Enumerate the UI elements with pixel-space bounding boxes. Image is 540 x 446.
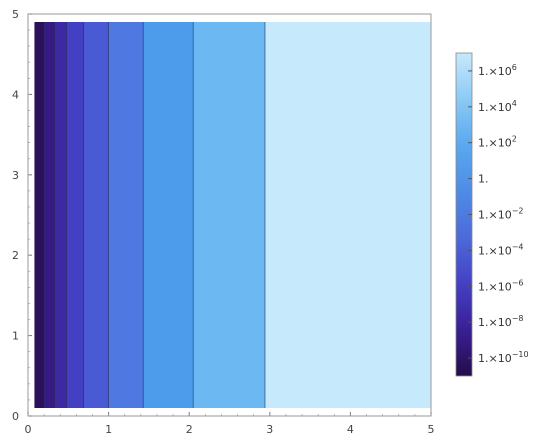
colorbar-tick-label: 1.×10−2	[478, 207, 524, 222]
y-tick-label: 1	[12, 330, 19, 343]
x-tick-label: 5	[428, 423, 435, 436]
contour-band-6	[108, 22, 144, 408]
colorbar-tick-label: 1.×102	[478, 135, 517, 150]
colorbar-tick-label: 1.	[478, 173, 489, 186]
contour-band-1	[34, 22, 45, 408]
contour-band-5	[83, 22, 109, 408]
contour-band-9	[264, 22, 431, 408]
colorbar-tick-label: 1.×10−10	[478, 350, 529, 365]
plot-frame	[27, 13, 432, 417]
y-tick-label: 0	[12, 410, 19, 423]
plot-border	[27, 13, 432, 417]
colorbar-tick-label: 1.×10−4	[478, 242, 524, 257]
colorbar-tick-label: 1.×106	[478, 63, 517, 78]
x-tick-label: 3	[266, 423, 273, 436]
x-tick-label: 0	[25, 423, 32, 436]
y-tick-label: 3	[12, 169, 19, 182]
y-tick-label: 4	[12, 88, 19, 101]
x-tick-label: 1	[105, 423, 112, 436]
x-tick-label: 4	[347, 423, 354, 436]
y-tick-label: 2	[12, 249, 19, 262]
contour-band-2	[44, 22, 55, 408]
contour-band-7	[143, 22, 194, 408]
colorbar-tick-label: 1.×10−8	[478, 314, 524, 329]
y-tick-label: 5	[12, 8, 19, 21]
y-axis: 0 1 2 3 4 5	[12, 8, 32, 423]
x-axis: 0 1 2 3 4 5	[25, 412, 435, 436]
contour-band-4	[66, 22, 84, 408]
contour-bands	[34, 22, 431, 408]
colorbar-tick-label: 1.×10−6	[478, 278, 524, 293]
contour-band-3	[54, 22, 67, 408]
colorbar-tick-label: 1.×104	[478, 99, 517, 114]
contour-band-8	[193, 22, 265, 408]
x-tick-label: 2	[186, 423, 193, 436]
colorbar-legend: 1.×106 1.×104 1.×102 1. 1.×10−2 1.×10−4 1.×10−…	[455, 52, 529, 377]
